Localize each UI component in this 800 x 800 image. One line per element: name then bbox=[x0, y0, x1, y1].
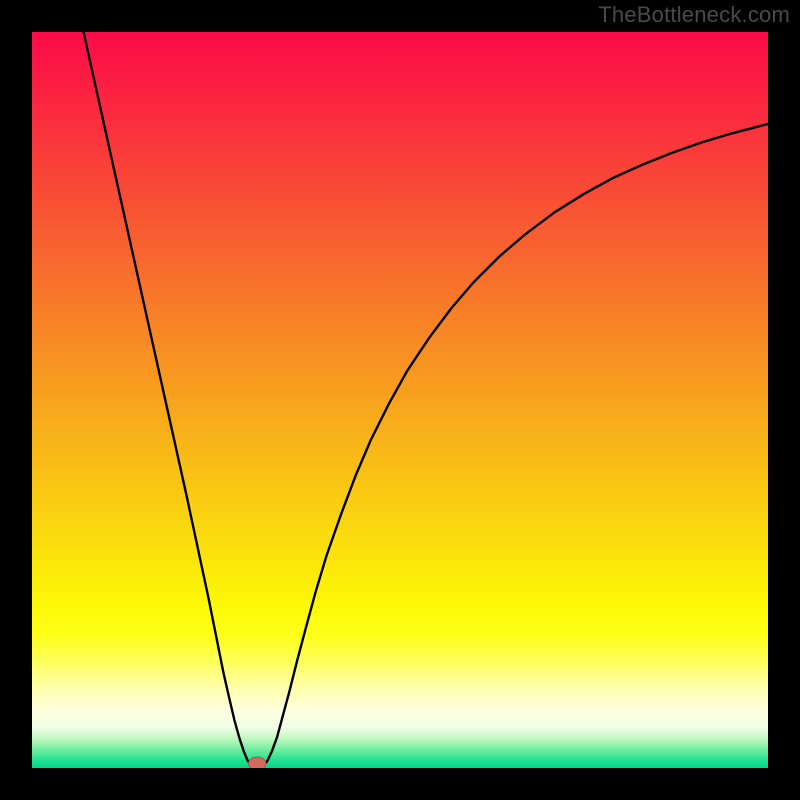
chart-svg bbox=[32, 32, 768, 768]
chart-frame: TheBottleneck.com bbox=[0, 0, 800, 800]
gradient-background bbox=[32, 32, 768, 768]
watermark-text: TheBottleneck.com bbox=[598, 2, 790, 28]
plot-area bbox=[32, 32, 768, 768]
minimum-marker bbox=[248, 757, 266, 768]
